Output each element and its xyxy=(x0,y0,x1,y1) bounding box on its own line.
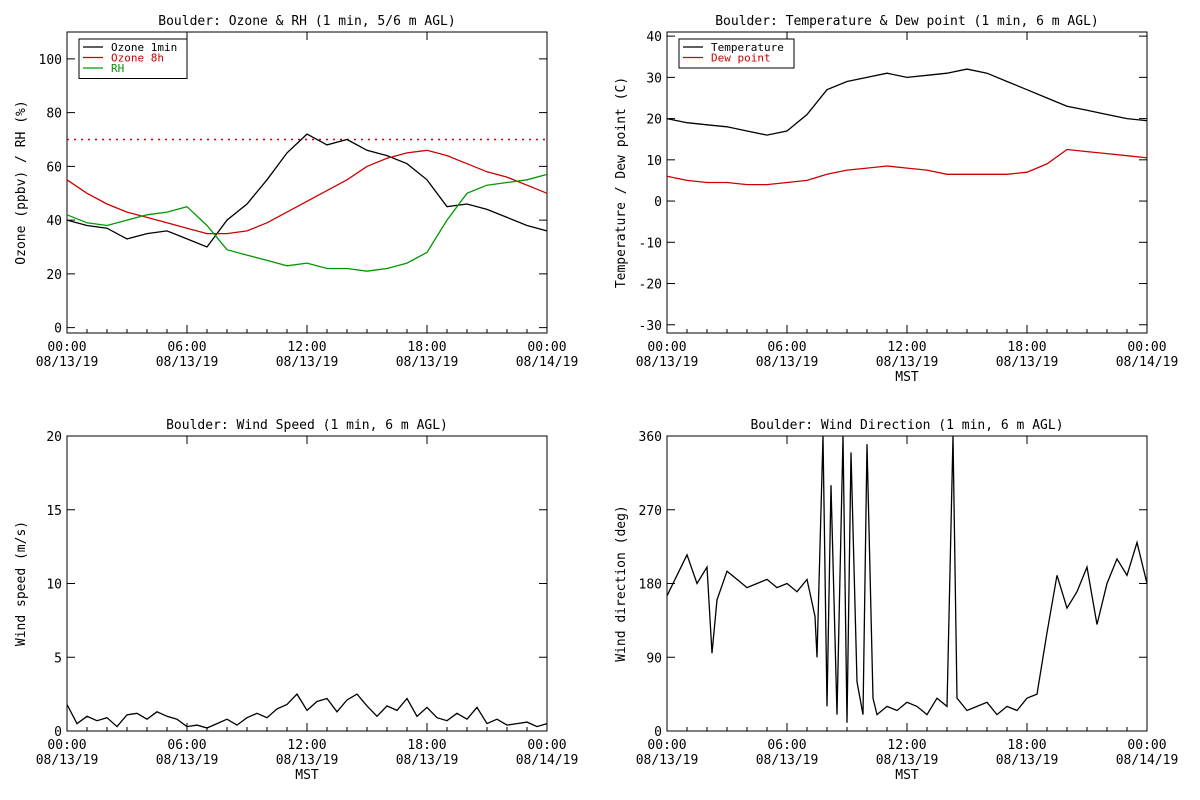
wind-speed-xtick-label-date: 08/13/19 xyxy=(36,753,99,768)
wind-speed-plot-frame xyxy=(66,435,548,732)
temp-dew-xtick-label-time: 00:00 xyxy=(647,340,686,355)
temp-dew-ytick-label: -30 xyxy=(639,319,662,334)
wind-speed-xtick-label-time: 12:00 xyxy=(287,738,326,753)
temp-dew-xaxis-label: MST xyxy=(895,370,919,385)
wind-dir-xtick-label-time: 06:00 xyxy=(767,738,806,753)
wind-dir-ytick-label: 90 xyxy=(646,651,662,666)
wind-dir-xtick-label-time: 18:00 xyxy=(1007,738,1046,753)
ozone-rh-xtick-label-date: 08/14/19 xyxy=(516,355,579,370)
ozone-rh-series-ozone-8h xyxy=(66,149,548,235)
temperature-dewpoint-panel: Boulder: Temperature & Dew point (1 min,… xyxy=(614,14,1178,385)
wind-speed-xtick-label-time: 06:00 xyxy=(167,738,206,753)
wind-speed-xaxis-label: MST xyxy=(295,768,319,783)
ozone-rh-xtick-label-time: 06:00 xyxy=(167,340,206,355)
wind-speed-series-1 xyxy=(66,693,548,729)
temp-dew-ytick-label: 0 xyxy=(654,195,662,210)
ozone-rh-xtick-label-time: 18:00 xyxy=(407,340,446,355)
wind-dir-ytick-label: 0 xyxy=(654,725,662,740)
wind-dir-xtick-label-date: 08/13/19 xyxy=(876,753,939,768)
wind-dir-plot-frame xyxy=(666,435,1148,732)
ozone-rh-legend-label: Ozone 1min xyxy=(111,41,177,54)
wind-speed-xtick-label-date: 08/13/19 xyxy=(156,753,219,768)
ozone-rh-ytick-label: 80 xyxy=(46,107,62,122)
temp-dew-xtick-label-time: 00:00 xyxy=(1127,340,1166,355)
wind-dir-yaxis-label: Wind direction (deg) xyxy=(614,505,629,662)
temp-dew-xtick-label-date: 08/13/19 xyxy=(996,355,1059,370)
temp-dew-xtick-label-date: 08/14/19 xyxy=(1116,355,1179,370)
wind-dir-ytick-label: 180 xyxy=(639,578,662,593)
wind-dir-xtick-label-time: 00:00 xyxy=(1127,738,1166,753)
temp-dew-yaxis-label: Temperature / Dew point (C) xyxy=(614,77,629,288)
ozone-rh-xtick-label-time: 12:00 xyxy=(287,340,326,355)
ozone-rh-ytick-label: 20 xyxy=(46,268,62,283)
ozone-rh-ytick-label: 0 xyxy=(54,322,62,337)
wind-speed-xtick-label-date: 08/13/19 xyxy=(276,753,339,768)
ozone-rh-xtick-label-time: 00:00 xyxy=(527,340,566,355)
temp-dew-ytick-label: 20 xyxy=(646,113,662,128)
ozone-rh-panel: Boulder: Ozone & RH (1 min, 5/6 m AGL) 0 2… xyxy=(14,14,578,370)
wind-speed-ytick-label: 15 xyxy=(46,504,62,519)
temp-dew-series-temperature xyxy=(666,68,1148,136)
wind-speed-xtick-label-date: 08/13/19 xyxy=(396,753,459,768)
wind-dir-xtick-label-date: 08/14/19 xyxy=(1116,753,1179,768)
wind-speed-xtick-label-date: 08/14/19 xyxy=(516,753,579,768)
wind-speed-xtick-label-time: 00:00 xyxy=(527,738,566,753)
temp-dew-xtick-label-date: 08/13/19 xyxy=(756,355,819,370)
wind-direction-panel: Boulder: Wind Direction (1 min, 6 m AGL)… xyxy=(614,418,1178,783)
ozone-rh-xtick-label-date: 08/13/19 xyxy=(156,355,219,370)
ozone-rh-series-ozone-1min xyxy=(66,133,548,248)
temp-dew-xtick-label-date: 08/13/19 xyxy=(876,355,939,370)
temp-dew-xtick-label-time: 12:00 xyxy=(887,340,926,355)
ozone-rh-xtick-label-time: 00:00 xyxy=(47,340,86,355)
ozone-rh-legend-label: Ozone 8h xyxy=(111,52,164,65)
temp-dew-xtick-label-time: 18:00 xyxy=(1007,340,1046,355)
wind-dir-xtick-label-date: 08/13/19 xyxy=(756,753,819,768)
wind-speed-ytick-label: 10 xyxy=(46,578,62,593)
wind-dir-xtick-label-time: 12:00 xyxy=(887,738,926,753)
temp-dew-ytick-label: 30 xyxy=(646,71,662,86)
ozone-rh-chart-title: Boulder: Ozone & RH (1 min, 5/6 m AGL) xyxy=(158,14,455,29)
temp-dew-legend-label: Dew point xyxy=(711,52,771,65)
wind-speed-xtick-label-time: 18:00 xyxy=(407,738,446,753)
wind-dir-xtick-label-time: 00:00 xyxy=(647,738,686,753)
ozone-rh-ytick-label: 100 xyxy=(39,53,62,68)
temp-dew-ytick-label: -10 xyxy=(639,236,662,251)
wind-dir-series-1 xyxy=(666,435,1148,723)
ozone-rh-xtick-label-date: 08/13/19 xyxy=(396,355,459,370)
temp-dew-ytick-label: 10 xyxy=(646,154,662,169)
temp-dew-xtick-label-date: 08/13/19 xyxy=(636,355,699,370)
wind-dir-ytick-label: 360 xyxy=(639,430,662,445)
wind-speed-panel: Boulder: Wind Speed (1 min, 6 m AGL) 0 5 10… xyxy=(14,418,578,783)
wind-speed-yaxis-label: Wind speed (m/s) xyxy=(14,521,29,646)
wind-speed-ytick-label: 0 xyxy=(54,725,62,740)
ozone-rh-yaxis-label: Ozone (ppbv) / RH (%) xyxy=(14,100,29,264)
ozone-rh-legend-label: RH xyxy=(111,62,124,75)
temp-dew-ytick-label: 40 xyxy=(646,30,662,45)
wind-speed-xtick-label-time: 00:00 xyxy=(47,738,86,753)
temp-dew-legend-label: Temperature xyxy=(711,41,784,54)
wind-dir-xtick-label-date: 08/13/19 xyxy=(636,753,699,768)
temp-dew-chart-title: Boulder: Temperature & Dew point (1 min,… xyxy=(715,14,1099,29)
wind-dir-ytick-label: 270 xyxy=(639,504,662,519)
temp-dew-series-dew-point xyxy=(666,148,1148,186)
wind-speed-ytick-label: 20 xyxy=(46,430,62,445)
ozone-rh-legend-box xyxy=(78,38,188,79)
wind-speed-ytick-label: 5 xyxy=(54,651,62,666)
wind-dir-xaxis-label: MST xyxy=(895,768,919,783)
temp-dew-legend-box xyxy=(678,38,795,69)
wind-dir-xtick-label-date: 08/13/19 xyxy=(996,753,1059,768)
wind-dir-chart-title: Boulder: Wind Direction (1 min, 6 m AGL) xyxy=(750,418,1063,433)
temp-dew-xtick-label-time: 06:00 xyxy=(767,340,806,355)
ozone-rh-ytick-label: 40 xyxy=(46,214,62,229)
wind-speed-chart-title: Boulder: Wind Speed (1 min, 6 m AGL) xyxy=(166,418,448,433)
ozone-rh-series-rh xyxy=(66,173,548,272)
ozone-rh-xtick-label-date: 08/13/19 xyxy=(276,355,339,370)
ozone-rh-xtick-label-date: 08/13/19 xyxy=(36,355,99,370)
temp-dew-ytick-label: -20 xyxy=(639,278,662,293)
ozone-rh-ytick-label: 60 xyxy=(46,160,62,175)
